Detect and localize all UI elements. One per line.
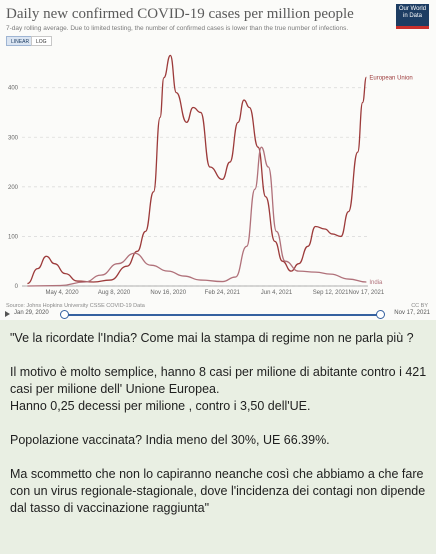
series-line-india <box>27 146 367 287</box>
x-tick-label: Nov 16, 2020 <box>150 290 186 296</box>
timeline-track[interactable] <box>62 314 380 316</box>
series-label: European Union <box>369 75 412 81</box>
y-tick-label: 0 <box>15 284 19 290</box>
y-tick-label: 100 <box>8 234 19 240</box>
paragraph-gap <box>10 415 430 432</box>
x-tick-label: Nov 17, 2021 <box>349 290 385 296</box>
chart-source: Source: Johns Hopkins University CSSE CO… <box>6 303 145 309</box>
line-chart: 0 100 200 300 400 May 4, 2020 Aug 8, 2020 Nov 1… <box>8 54 413 296</box>
log-toggle[interactable]: LOG <box>31 36 52 46</box>
timeline-end-handle[interactable] <box>376 310 385 319</box>
play-icon[interactable] <box>5 311 10 317</box>
logo-line-2: in Data <box>402 13 422 19</box>
post-text: "Ve la ricordate l'India? Come mai la st… <box>10 330 430 517</box>
y-tick-label: 300 <box>8 135 19 141</box>
post-paragraph: "Ve la ricordate l'India? Come mai la st… <box>10 331 414 345</box>
paragraph-gap <box>10 347 430 364</box>
chart-subtitle: 7-day rolling average. Due to limited te… <box>6 25 349 32</box>
chart-card: Daily new confirmed COVID-19 cases per m… <box>0 0 436 320</box>
post-paragraph: Il motivo è molto semplice, hanno 8 casi… <box>10 365 427 396</box>
owid-logo[interactable]: Our World in Data <box>396 4 429 29</box>
y-tick-label: 400 <box>8 86 19 92</box>
series-line-european-union <box>27 54 368 285</box>
post-paragraph: Ma scommetto che non lo capiranno neanch… <box>10 467 426 515</box>
x-tick-label: Aug 8, 2020 <box>98 290 131 296</box>
y-tick-label: 200 <box>8 185 19 191</box>
post-paragraph: Popolazione vaccinata? India meno del 30… <box>10 433 330 447</box>
paragraph-gap <box>10 449 430 466</box>
series-label: India <box>369 280 383 286</box>
x-tick-label: Sep 12, 2021 <box>313 290 349 296</box>
timeline-start-label: Jan 29, 2020 <box>14 310 49 316</box>
license-label: CC BY <box>411 303 428 309</box>
post-paragraph: Hanno 0,25 decessi per milione , contro … <box>10 399 311 413</box>
timeline-end-label: Nov 17, 2021 <box>394 310 430 316</box>
x-tick-label: May 4, 2020 <box>46 290 80 296</box>
logo-bar <box>396 26 429 29</box>
logo-line-1: Our World <box>398 6 427 12</box>
timeline-slider[interactable]: Jan 29, 2020 Nov 17, 2021 <box>0 309 436 320</box>
chart-title: Daily new confirmed COVID-19 cases per m… <box>6 6 354 22</box>
x-tick-label: Feb 24, 2021 <box>205 290 241 296</box>
timeline-start-handle[interactable] <box>60 310 69 319</box>
x-tick-label: Jun 4, 2021 <box>261 290 293 296</box>
